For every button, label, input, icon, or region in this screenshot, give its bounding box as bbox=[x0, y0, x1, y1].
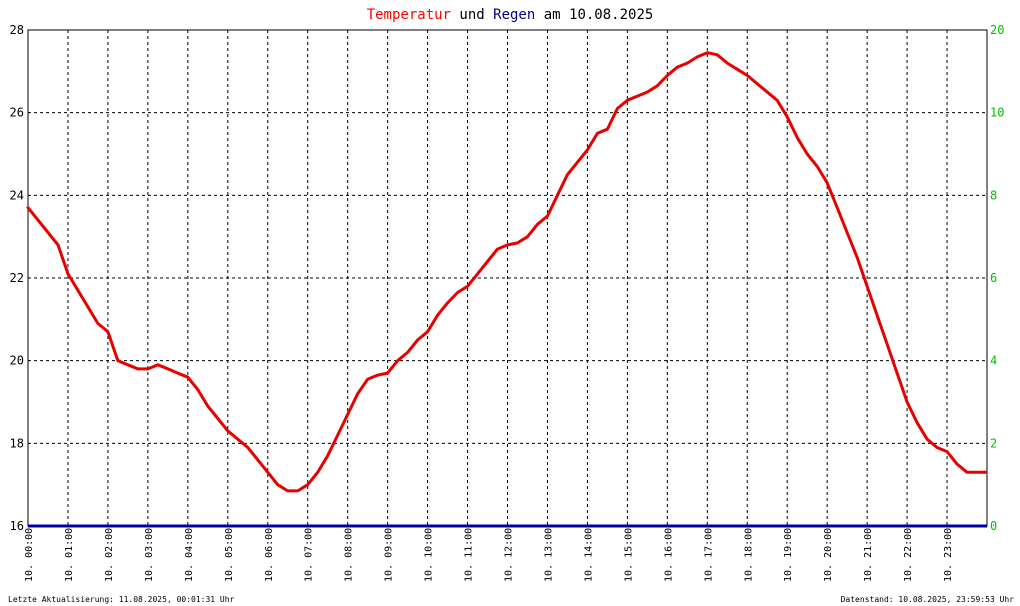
title-date: am 10.08.2025 bbox=[535, 7, 653, 23]
x-tick-label: 10. 05:00 bbox=[224, 528, 235, 582]
x-tick-label: 10. 15:00 bbox=[623, 528, 634, 582]
left-tick-label: 26 bbox=[10, 106, 24, 120]
left-tick-label: 18 bbox=[10, 436, 24, 450]
right-tick-label: 10 bbox=[990, 106, 1004, 120]
x-tick-label: 10. 03:00 bbox=[144, 528, 155, 582]
x-tick-label: 10. 17:00 bbox=[703, 528, 714, 582]
left-tick-label: 16 bbox=[10, 519, 24, 533]
x-tick-label: 10. 21:00 bbox=[863, 528, 874, 582]
right-tick-label: 6 bbox=[990, 271, 997, 285]
right-tick-label: 2 bbox=[990, 436, 997, 450]
grid bbox=[28, 30, 987, 526]
x-tick-label: 10. 09:00 bbox=[384, 528, 395, 582]
left-axis-ticks: 16 18 20 22 24 26 28 bbox=[10, 23, 24, 533]
x-tick-label: 10. 10:00 bbox=[424, 528, 435, 582]
series-line-temperature bbox=[26, 51, 988, 493]
series-layer bbox=[26, 51, 988, 528]
x-tick-label: 10. 06:00 bbox=[264, 528, 275, 582]
right-axis-ticks: 0 2 4 6 8 10 20 bbox=[990, 23, 1004, 533]
x-tick-label: 10. 00:00 bbox=[24, 528, 35, 582]
x-tick-label: 10. 08:00 bbox=[344, 528, 355, 582]
left-tick-label: 28 bbox=[10, 23, 24, 37]
x-tick-label: 10. 20:00 bbox=[823, 528, 834, 582]
right-tick-label: 0 bbox=[990, 519, 997, 533]
x-tick-label: 10. 01:00 bbox=[64, 528, 75, 582]
x-tick-label: 10. 18:00 bbox=[743, 528, 754, 582]
footer-data-status: Datenstand: 10.08.2025, 23:59:53 Uhr bbox=[841, 595, 1015, 604]
right-tick-label: 8 bbox=[990, 188, 997, 202]
footer-last-update: Letzte Aktualisierung: 11.08.2025, 00:01… bbox=[8, 595, 235, 604]
x-tick-label: 10. 14:00 bbox=[583, 528, 594, 582]
x-tick-label: 10. 22:00 bbox=[903, 528, 914, 582]
title-and: und bbox=[451, 7, 493, 23]
left-tick-label: 24 bbox=[10, 188, 24, 202]
x-tick-label: 10. 02:00 bbox=[104, 528, 115, 582]
x-tick-label: 10. 11:00 bbox=[464, 528, 475, 582]
right-tick-label: 20 bbox=[990, 23, 1004, 37]
x-tick-label: 10. 13:00 bbox=[543, 528, 554, 582]
x-tick-label: 10. 12:00 bbox=[504, 528, 515, 582]
x-tick-label: 10. 16:00 bbox=[663, 528, 674, 582]
x-axis-ticks: 10. 00:00 10. 01:00 10. 02:00 10. 03:00 10. … bbox=[24, 528, 954, 582]
title-temperature: Temperatur bbox=[367, 7, 451, 23]
title-rain: Regen bbox=[493, 7, 535, 23]
left-tick-label: 20 bbox=[10, 354, 24, 368]
chart-title: Temperatur und Regen am 10.08.2025 bbox=[367, 7, 654, 23]
x-tick-label: 10. 07:00 bbox=[304, 528, 315, 582]
right-tick-label: 4 bbox=[990, 354, 997, 368]
x-tick-label: 10. 04:00 bbox=[184, 528, 195, 582]
x-tick-label: 10. 23:00 bbox=[943, 528, 954, 582]
left-tick-label: 22 bbox=[10, 271, 24, 285]
x-tick-label: 10. 19:00 bbox=[783, 528, 794, 582]
